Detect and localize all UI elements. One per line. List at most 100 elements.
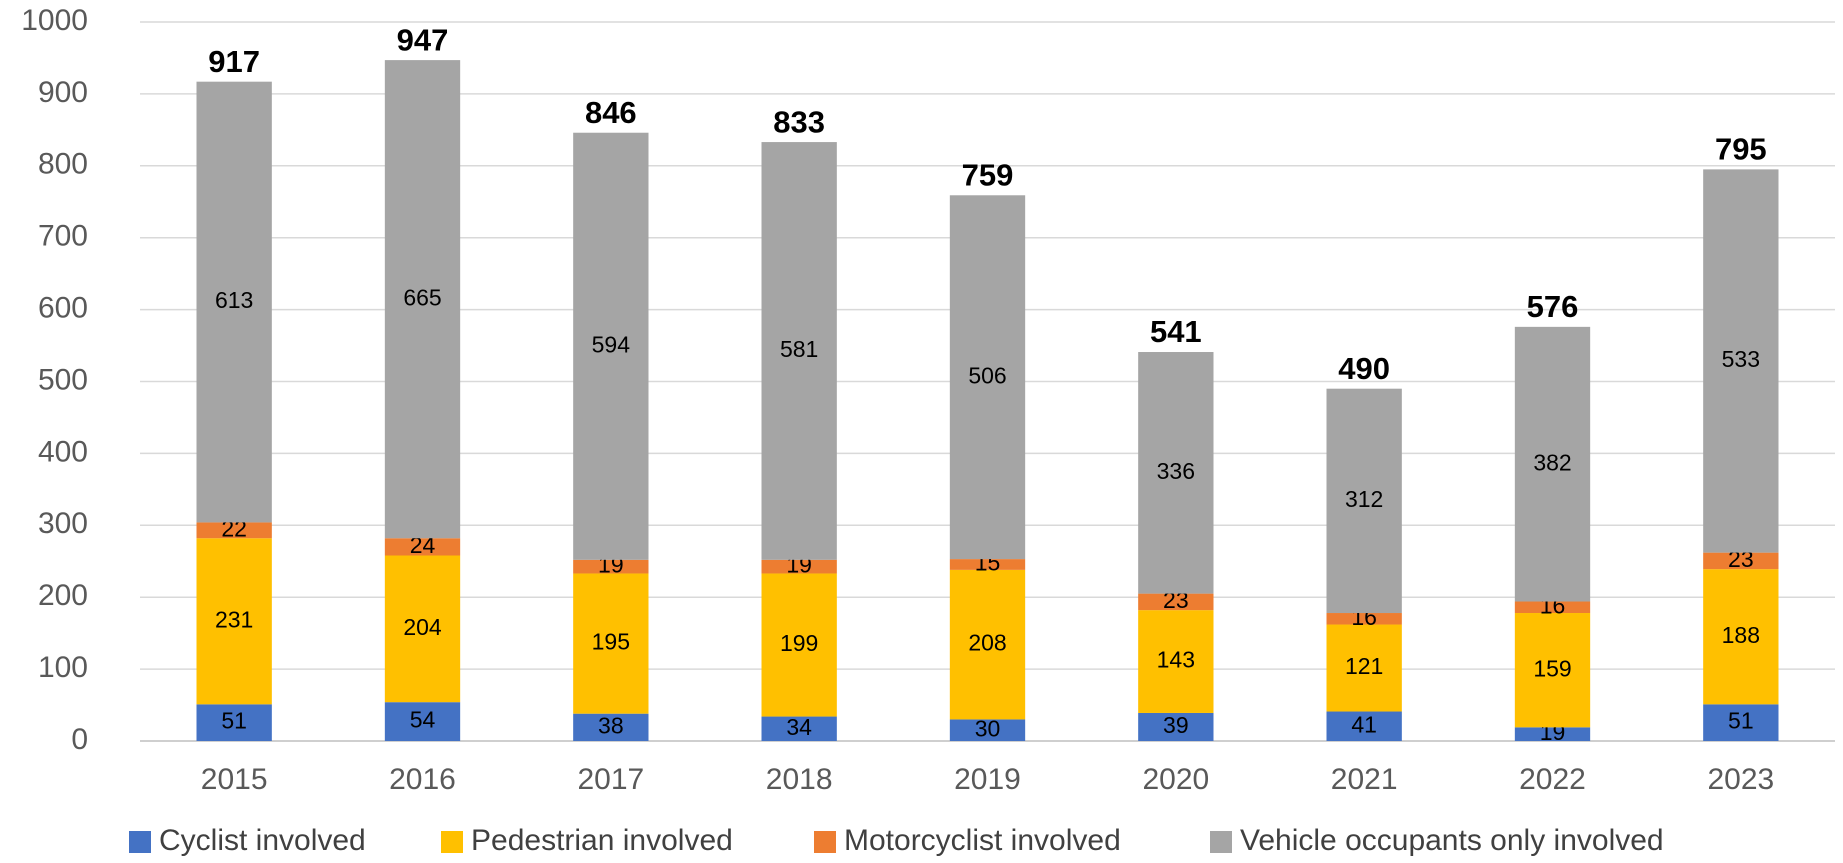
legend-swatch	[814, 831, 836, 853]
bar-segment	[573, 559, 649, 574]
y-tick-label: 400	[38, 435, 88, 468]
bar-segment	[1138, 610, 1214, 713]
bar-segment	[1138, 593, 1214, 611]
segment-label: 143	[1157, 647, 1195, 673]
bar-segment	[1514, 601, 1591, 614]
bar-segment	[573, 713, 649, 741]
segment-label: 594	[592, 331, 631, 357]
segment-label: 38	[598, 712, 624, 738]
bar-segment	[761, 573, 837, 717]
bar-segment	[1703, 569, 1779, 705]
bar-segment	[761, 142, 837, 560]
segment-label: 54	[410, 707, 436, 733]
segment-label: 506	[968, 362, 1006, 388]
bar-segment	[1326, 388, 1402, 614]
bar-segment	[1703, 704, 1779, 741]
bar-segment	[761, 559, 837, 574]
legend-label: Motorcyclist involved	[844, 824, 1121, 857]
bar-segment	[1703, 169, 1779, 553]
total-label: 541	[1150, 314, 1202, 349]
segment-label: 204	[403, 614, 442, 640]
total-label: 833	[773, 104, 825, 139]
y-tick-label: 0	[71, 723, 88, 756]
y-tick-label: 200	[38, 579, 88, 612]
bar-segment	[1703, 552, 1779, 570]
bar-segment	[1514, 727, 1591, 741]
segment-label: 34	[786, 714, 812, 740]
x-tick-label: 2018	[766, 763, 833, 796]
legend-label: Vehicle occupants only involved	[1240, 824, 1664, 857]
bar-segment	[196, 538, 272, 705]
x-tick-label: 2021	[1331, 763, 1398, 796]
segment-label: 51	[1728, 708, 1754, 734]
segment-label: 195	[592, 629, 630, 655]
segment-label: 336	[1157, 458, 1195, 484]
y-tick-label: 500	[38, 363, 88, 396]
bar-segment	[1514, 613, 1591, 728]
x-tick-label: 2023	[1707, 763, 1774, 796]
bar-segment	[949, 719, 1026, 741]
segment-label: 533	[1722, 346, 1760, 372]
total-label: 846	[585, 95, 637, 130]
segment-label: 613	[215, 287, 253, 313]
y-tick-label: 700	[38, 220, 88, 253]
legend-swatch	[1210, 831, 1232, 853]
segment-label: 312	[1345, 486, 1383, 512]
bar-segment	[949, 559, 1026, 570]
segment-label: 121	[1345, 653, 1383, 679]
bar-segment	[1138, 352, 1214, 594]
bar-segment	[384, 538, 461, 556]
bar-segment	[1326, 624, 1402, 712]
segment-label: 231	[215, 606, 253, 632]
total-label: 947	[397, 22, 449, 57]
y-tick-label: 600	[38, 292, 88, 325]
segment-label: 199	[780, 630, 818, 656]
y-tick-label: 900	[38, 76, 88, 109]
total-label: 576	[1527, 289, 1579, 324]
bar-segment	[1514, 326, 1591, 602]
legend-swatch	[129, 831, 151, 853]
bar-segment	[196, 522, 272, 539]
legend-label: Cyclist involved	[159, 824, 366, 857]
bar-segment	[949, 569, 1026, 720]
x-tick-label: 2020	[1142, 763, 1209, 796]
x-tick-label: 2017	[577, 763, 644, 796]
bar-segment	[1138, 712, 1214, 741]
bar-segment	[761, 716, 837, 741]
segment-label: 41	[1351, 711, 1377, 737]
bar-segment	[1326, 711, 1402, 741]
bar-segment	[384, 555, 461, 703]
x-tick-label: 2022	[1519, 763, 1586, 796]
segment-label: 382	[1533, 449, 1571, 475]
total-label: 795	[1715, 132, 1767, 167]
y-tick-label: 1000	[21, 4, 88, 37]
bar-segment	[1326, 613, 1402, 625]
bar-segment	[573, 573, 649, 714]
segment-label: 51	[221, 708, 247, 734]
x-tick-label: 2019	[954, 763, 1021, 796]
bar-segment	[949, 195, 1026, 560]
y-tick-label: 800	[38, 148, 88, 181]
bar-segment	[384, 702, 461, 741]
bar-segment	[196, 81, 272, 523]
segment-label: 208	[968, 630, 1006, 656]
segment-label: 665	[403, 284, 441, 310]
y-tick-label: 300	[38, 507, 88, 540]
legend-swatch	[441, 831, 463, 853]
bar-segment	[196, 704, 272, 741]
x-tick-label: 2016	[389, 763, 456, 796]
total-label: 759	[962, 157, 1014, 192]
segment-label: 581	[780, 336, 818, 362]
segment-label: 159	[1533, 655, 1571, 681]
segment-label: 30	[975, 715, 1001, 741]
y-tick-label: 100	[38, 651, 88, 684]
x-tick-label: 2015	[201, 763, 268, 796]
total-label: 917	[208, 44, 260, 79]
bar-segment	[573, 132, 649, 560]
legend-label: Pedestrian involved	[471, 824, 733, 857]
segment-label: 39	[1163, 712, 1189, 738]
bar-segment	[384, 60, 461, 539]
total-label: 490	[1338, 351, 1390, 386]
segment-label: 188	[1722, 622, 1760, 648]
